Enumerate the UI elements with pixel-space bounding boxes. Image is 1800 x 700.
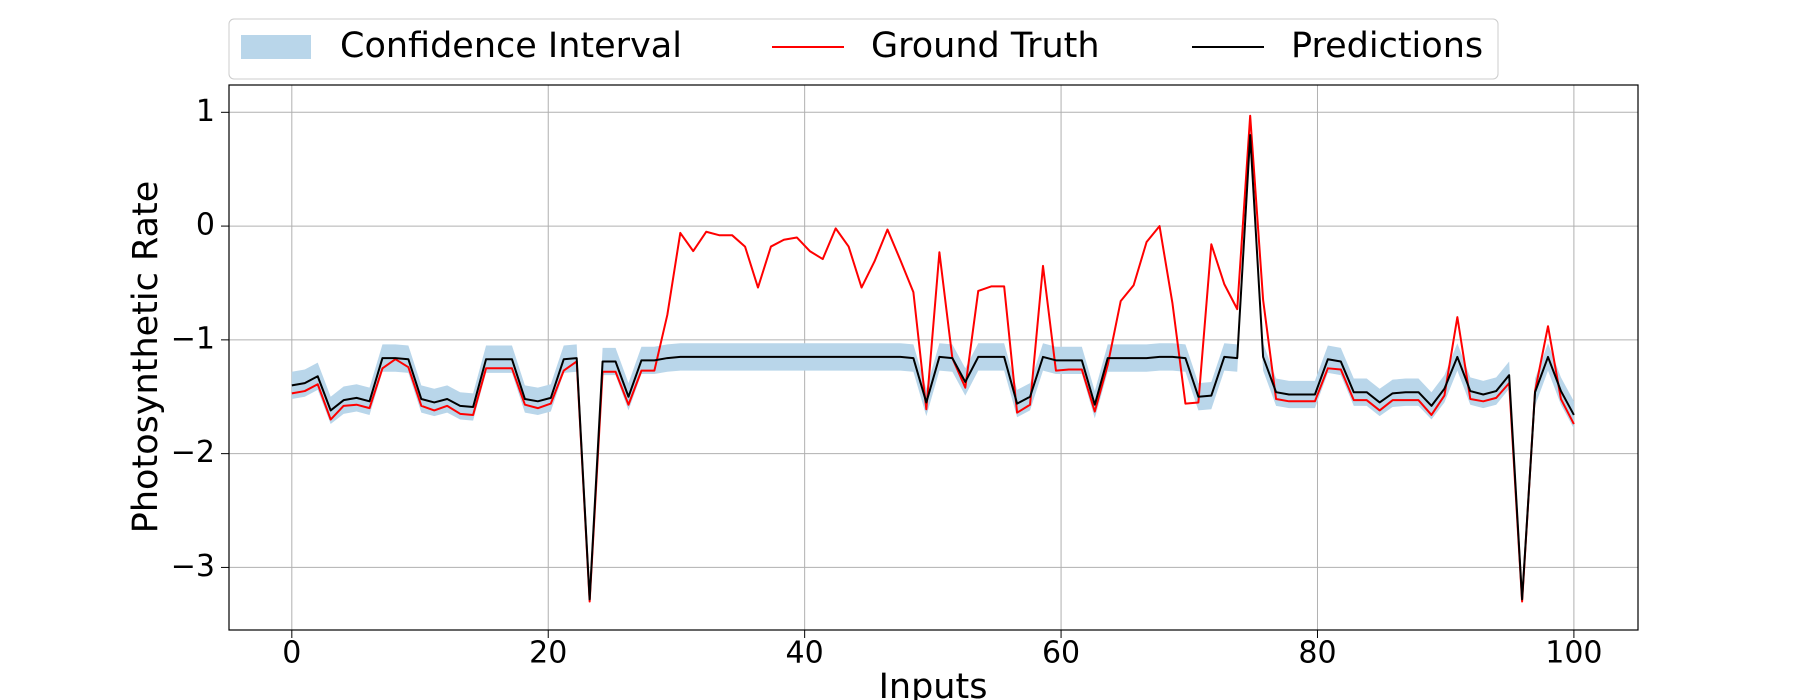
y-tick-label: 1 [196, 94, 215, 129]
legend-label: Ground Truth [871, 26, 1100, 66]
x-tick-label: 20 [529, 636, 567, 671]
legend-box [228, 18, 1499, 80]
legend-label: Predictions [1291, 26, 1483, 66]
y-tick-label: −2 [171, 435, 215, 470]
y-tick-label: 0 [196, 208, 215, 243]
y-tick-label: −1 [171, 321, 215, 356]
legend-swatch [241, 35, 311, 59]
y-tick-label: −3 [171, 549, 215, 584]
legend-label: Confidence Interval [340, 26, 682, 66]
y-axis-label: Photosynthetic Rate [126, 181, 166, 533]
plot-frame [228, 84, 1639, 631]
x-tick-label: 60 [1042, 636, 1080, 671]
line [291, 114, 1575, 603]
line [291, 134, 1575, 601]
x-tick-label: 40 [786, 636, 824, 671]
x-tick-label: 0 [282, 636, 301, 671]
x-tick-label: 80 [1298, 636, 1336, 671]
x-tick-label: 100 [1545, 636, 1602, 671]
x-axis-label: Inputs [879, 667, 988, 700]
